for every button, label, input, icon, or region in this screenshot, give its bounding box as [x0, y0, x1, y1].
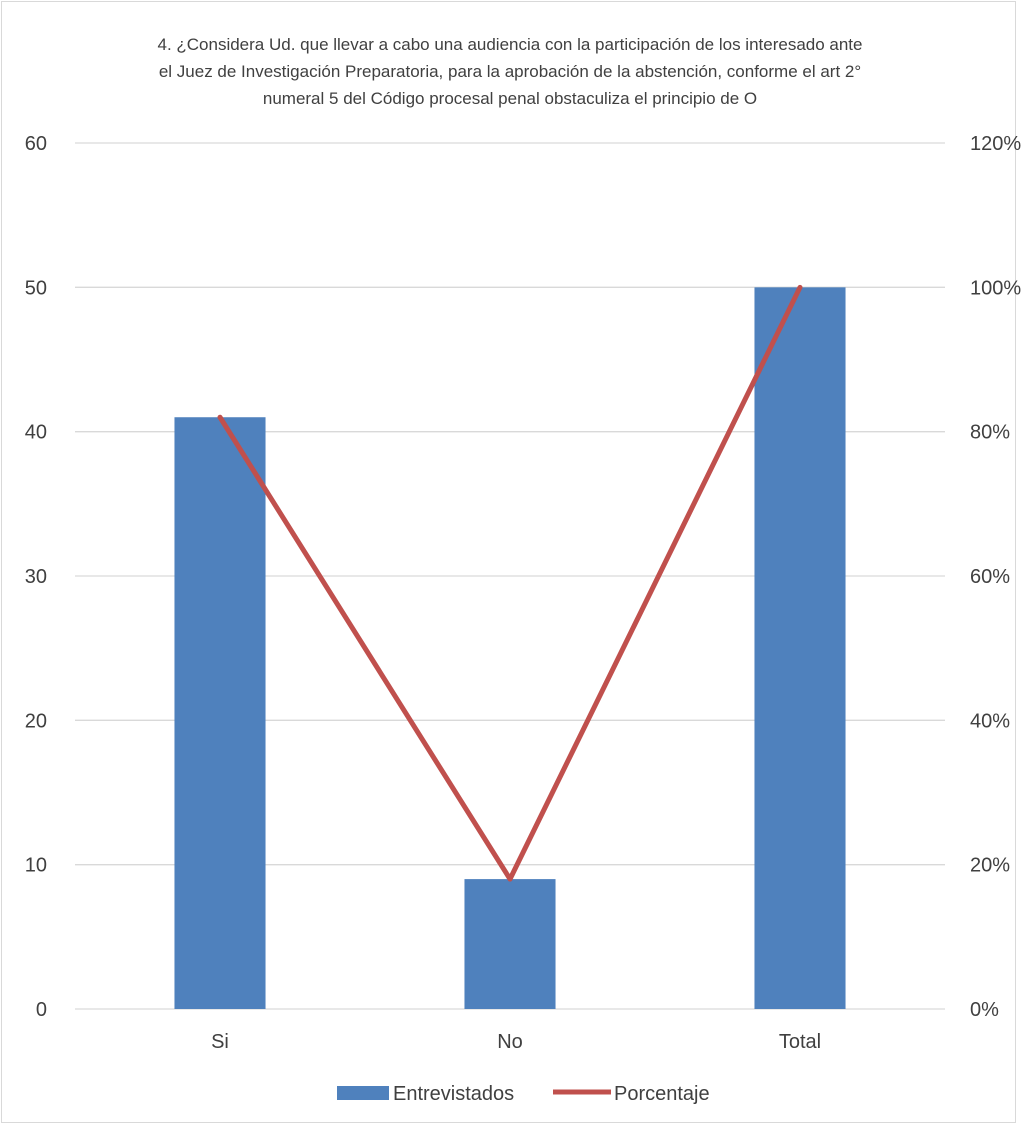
left-tick-label: 40	[25, 422, 47, 444]
right-tick-label: 80%	[970, 422, 1010, 444]
right-tick-label: 20%	[970, 855, 1010, 877]
left-tick-label: 30	[25, 566, 47, 588]
chart-title-line-1: 4. ¿Considera Ud. que llevar a cabo una …	[157, 35, 862, 54]
right-tick-label: 40%	[970, 710, 1010, 732]
legend-label-porcentaje: Porcentaje	[614, 1083, 710, 1105]
left-tick-label: 50	[25, 277, 47, 299]
category-label: No	[497, 1031, 523, 1053]
left-tick-label: 0	[36, 999, 47, 1021]
legend-label-entrevistados: Entrevistados	[393, 1083, 514, 1105]
chart-title-line-2: el Juez de Investigación Preparatoria, p…	[159, 62, 861, 81]
left-tick-label: 10	[25, 855, 47, 877]
chart-title: 4. ¿Considera Ud. que llevar a cabo una …	[157, 35, 862, 108]
legend-swatch-entrevistados	[337, 1086, 389, 1100]
right-tick-label: 0%	[970, 999, 999, 1021]
right-tick-label: 60%	[970, 566, 1010, 588]
category-label: Total	[779, 1031, 821, 1053]
chart-title-line-3: numeral 5 del Código procesal penal obst…	[263, 89, 757, 108]
right-tick-label: 120%	[970, 133, 1021, 155]
bar-si	[174, 417, 265, 1009]
left-tick-label: 60	[25, 133, 47, 155]
bar-no	[464, 879, 555, 1009]
left-tick-label: 20	[25, 710, 47, 732]
right-tick-label: 100%	[970, 277, 1021, 299]
category-label: Si	[211, 1031, 229, 1053]
bar-total	[754, 287, 845, 1009]
